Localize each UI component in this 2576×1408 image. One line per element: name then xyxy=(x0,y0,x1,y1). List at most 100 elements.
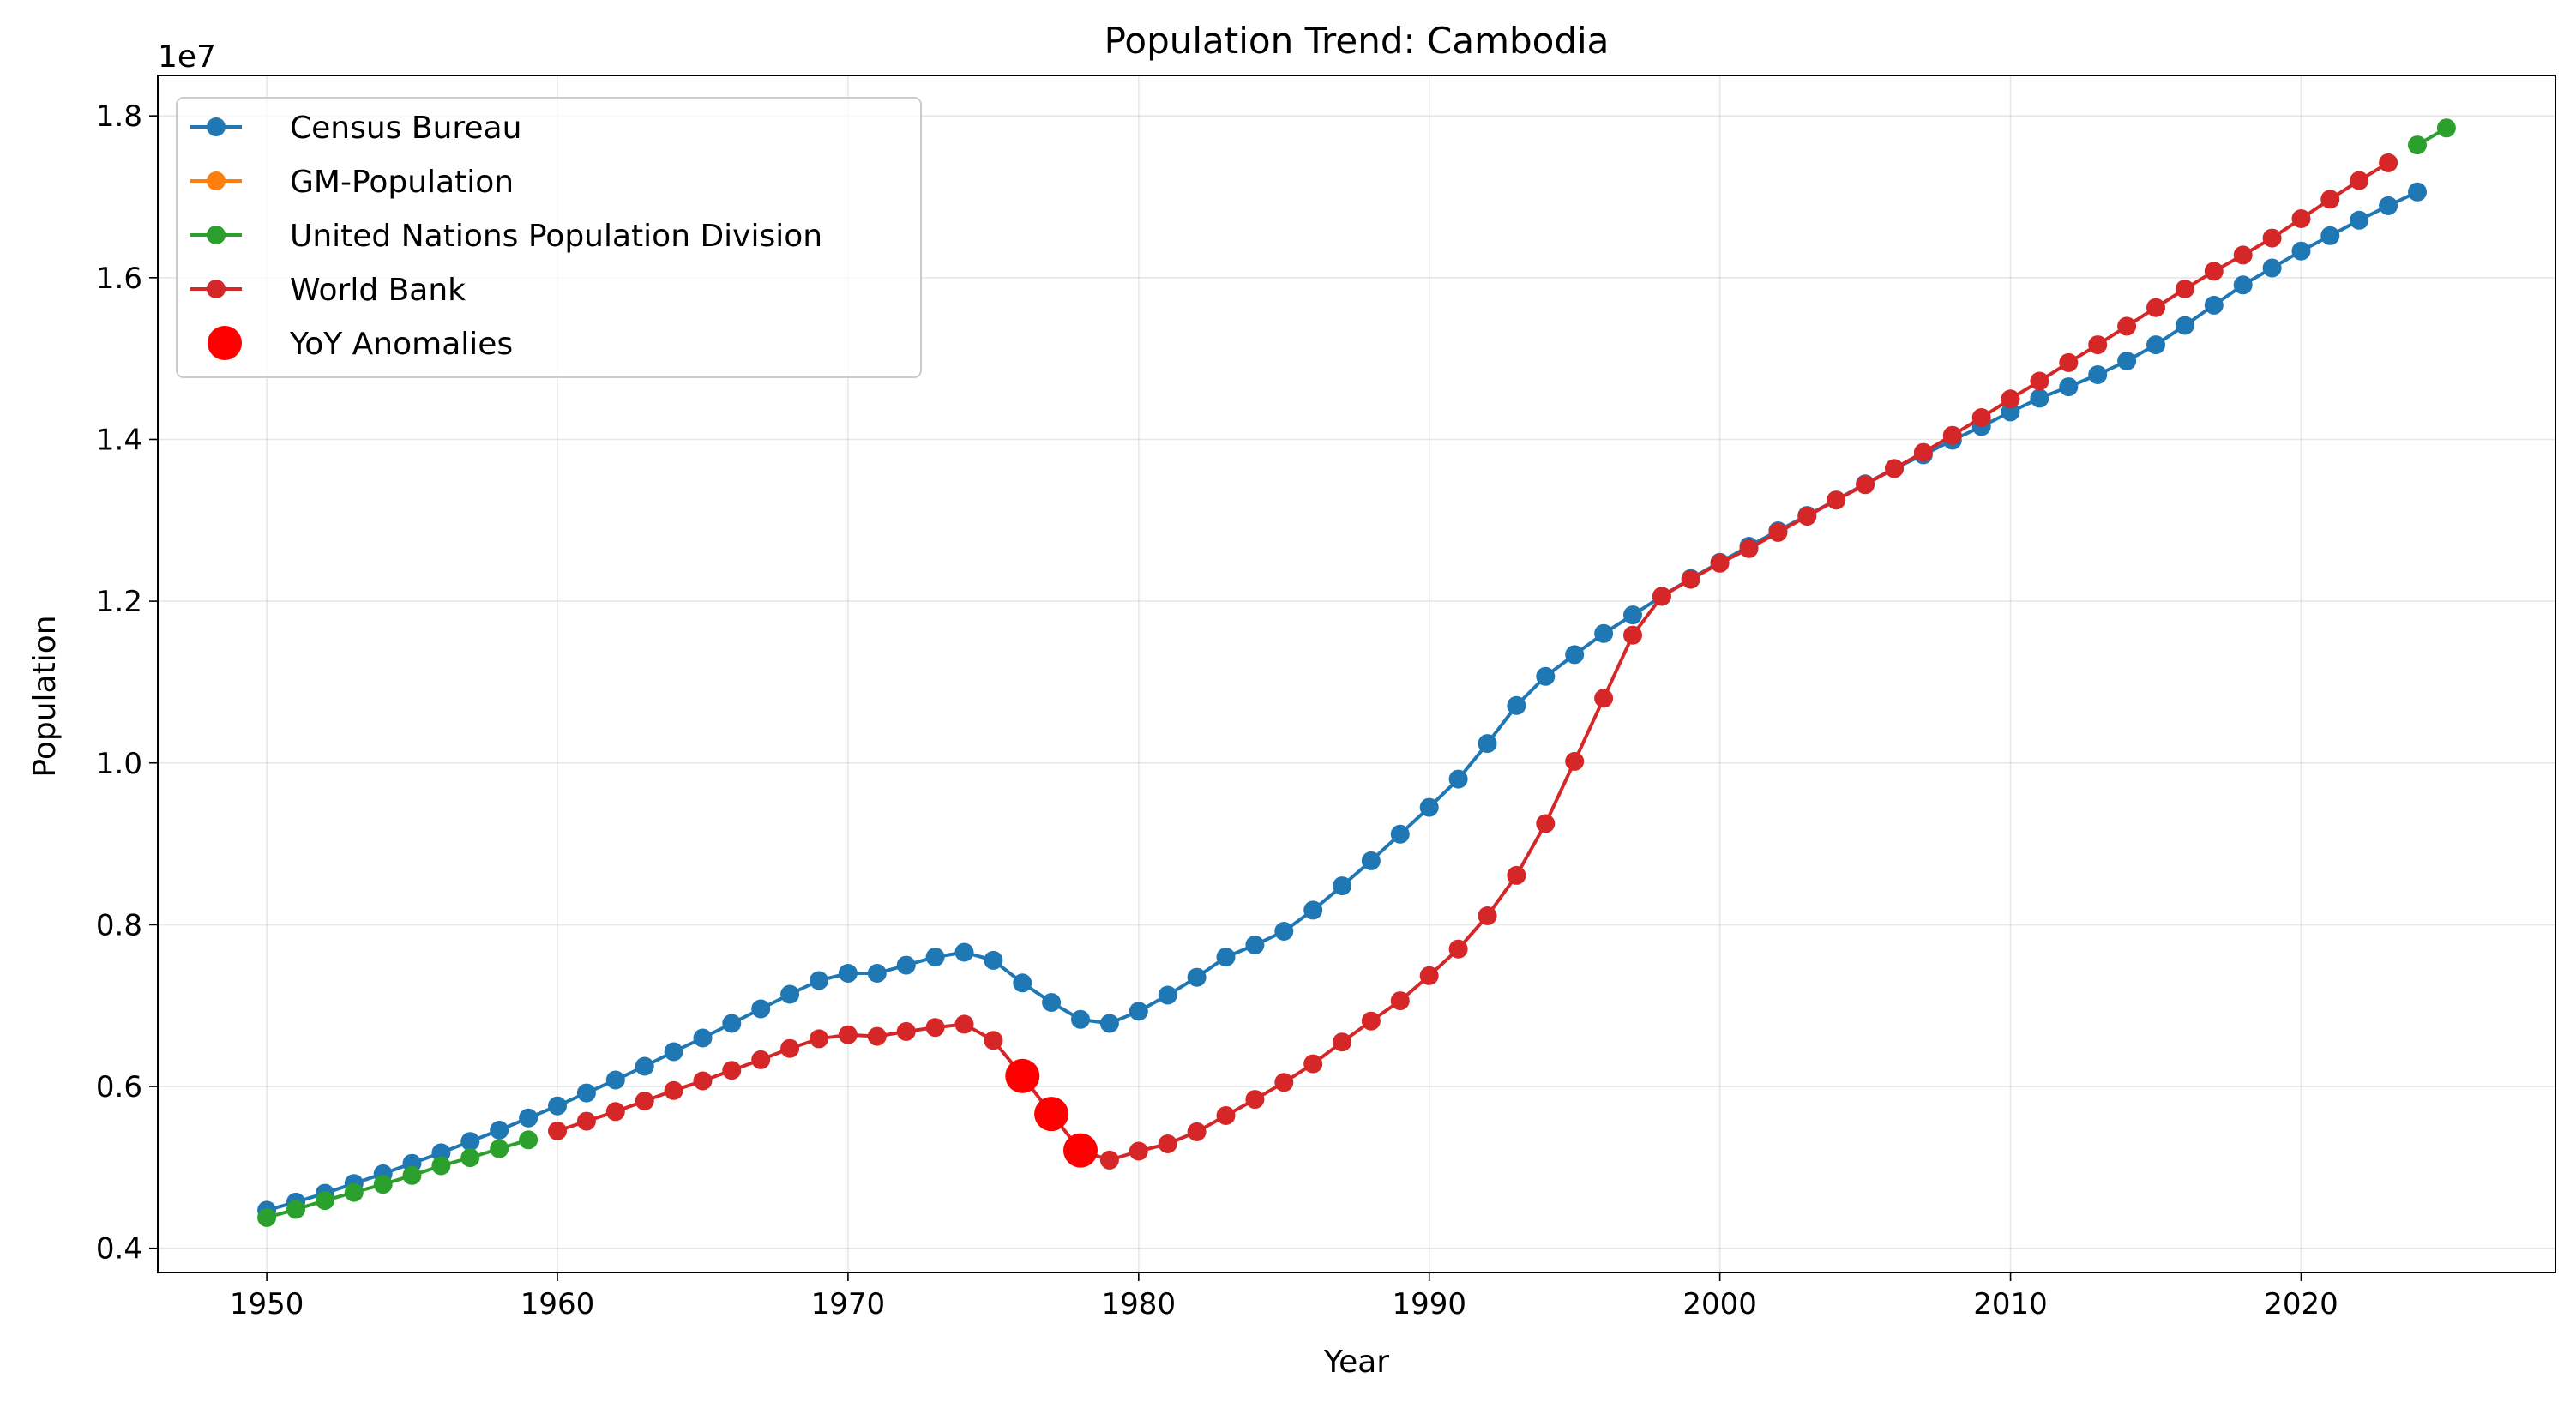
plot-frame xyxy=(157,75,2556,1273)
data-point xyxy=(2436,118,2456,138)
x-tick-label: 1970 xyxy=(811,1287,886,1321)
data-point xyxy=(1594,689,1614,708)
legend-label: United Nations Population Division xyxy=(290,219,822,254)
data-point xyxy=(2233,245,2253,265)
data-point xyxy=(2204,262,2224,281)
series-2 xyxy=(257,1130,539,1227)
data-point xyxy=(1071,1009,1090,1029)
data-point xyxy=(1507,865,1526,885)
data-point xyxy=(1827,490,1846,510)
data-point xyxy=(664,1080,683,1100)
data-point xyxy=(1245,1090,1265,1110)
data-point xyxy=(315,1191,334,1211)
data-point xyxy=(2030,388,2049,408)
data-point xyxy=(1594,623,1614,643)
data-point xyxy=(1448,769,1468,789)
data-point xyxy=(402,1165,422,1185)
data-point xyxy=(1274,922,1294,941)
grid xyxy=(158,75,2555,1273)
data-point xyxy=(2030,371,2049,391)
data-point xyxy=(2117,352,2137,370)
data-point xyxy=(838,1025,858,1044)
data-point xyxy=(2001,402,2020,422)
data-point xyxy=(751,1050,771,1069)
data-point xyxy=(2291,209,2311,228)
legend-marker xyxy=(207,280,226,298)
legend: Census Bureau GM-Population United Nations… xyxy=(176,97,922,378)
data-point xyxy=(2117,316,2137,336)
data-point xyxy=(2350,210,2369,230)
data-point xyxy=(1245,936,1265,954)
legend-entry: GM-Population xyxy=(190,165,514,200)
data-point xyxy=(925,948,945,967)
data-point xyxy=(286,1200,305,1219)
chart-title: Population Trend: Cambodia xyxy=(1104,20,1610,62)
x-axis-label: Year xyxy=(1323,1345,1389,1380)
data-point xyxy=(1419,966,1439,985)
data-point xyxy=(693,1071,713,1091)
data-point xyxy=(1681,569,1700,589)
data-point xyxy=(2146,335,2165,355)
data-point xyxy=(867,1026,887,1046)
data-point xyxy=(1303,1054,1323,1074)
data-point xyxy=(1565,751,1585,771)
data-point xyxy=(838,964,858,983)
data-point xyxy=(1361,851,1381,870)
data-point xyxy=(1768,522,1788,542)
legend-label: YoY Anomalies xyxy=(289,327,513,362)
data-point xyxy=(548,1096,567,1116)
data-point xyxy=(2204,295,2224,315)
data-point xyxy=(344,1182,364,1202)
legend-entry: World Bank xyxy=(190,273,466,308)
anomaly-point xyxy=(1063,1133,1098,1168)
data-point xyxy=(1942,425,1962,445)
data-point xyxy=(1885,459,1904,478)
data-point xyxy=(605,1102,625,1122)
legend-frame xyxy=(176,97,922,378)
data-point xyxy=(1099,1014,1119,1033)
data-point xyxy=(2233,275,2253,295)
data-point xyxy=(984,950,1003,970)
series-3 xyxy=(548,153,2398,1170)
data-point xyxy=(2291,241,2311,261)
data-point xyxy=(373,1175,393,1194)
data-point xyxy=(984,1031,1003,1050)
data-point xyxy=(867,964,887,983)
data-point xyxy=(2262,258,2282,278)
y-tick-label: 0.8 xyxy=(96,908,142,942)
data-point xyxy=(1274,1073,1294,1092)
data-point xyxy=(780,984,800,1004)
data-point xyxy=(460,1132,480,1152)
data-point xyxy=(576,1111,596,1131)
data-point xyxy=(1158,1134,1177,1153)
data-point xyxy=(1623,605,1642,625)
y-tick-label: 0.4 xyxy=(96,1232,142,1267)
data-point xyxy=(1187,1122,1207,1141)
data-point xyxy=(780,1038,800,1058)
data-point xyxy=(490,1139,509,1158)
legend-entry: YoY Anomalies xyxy=(208,326,513,362)
data-point xyxy=(2320,190,2340,209)
data-point xyxy=(605,1070,625,1090)
x-tick-label: 1950 xyxy=(230,1287,304,1321)
data-point xyxy=(1565,645,1585,665)
data-point xyxy=(2001,389,2020,409)
series-line xyxy=(266,1138,529,1219)
data-point xyxy=(2088,335,2108,355)
legend-entry: United Nations Population Division xyxy=(190,219,822,254)
legend-marker xyxy=(207,117,226,136)
data-point xyxy=(257,1207,277,1227)
data-point xyxy=(896,955,916,975)
x-tick-label: 1990 xyxy=(1392,1287,1466,1321)
y-tick-label: 1.2 xyxy=(96,585,142,619)
y-axis-label: Population xyxy=(27,615,63,777)
data-point xyxy=(490,1121,509,1140)
data-point xyxy=(1536,666,1556,686)
data-point xyxy=(1216,948,1236,967)
y-tick-label: 1.6 xyxy=(96,262,142,296)
y-tick-label: 1.8 xyxy=(96,99,142,134)
data-point xyxy=(1390,824,1410,844)
data-point xyxy=(1623,625,1642,645)
legend-label: GM-Population xyxy=(290,165,514,200)
data-point xyxy=(1099,1150,1119,1170)
